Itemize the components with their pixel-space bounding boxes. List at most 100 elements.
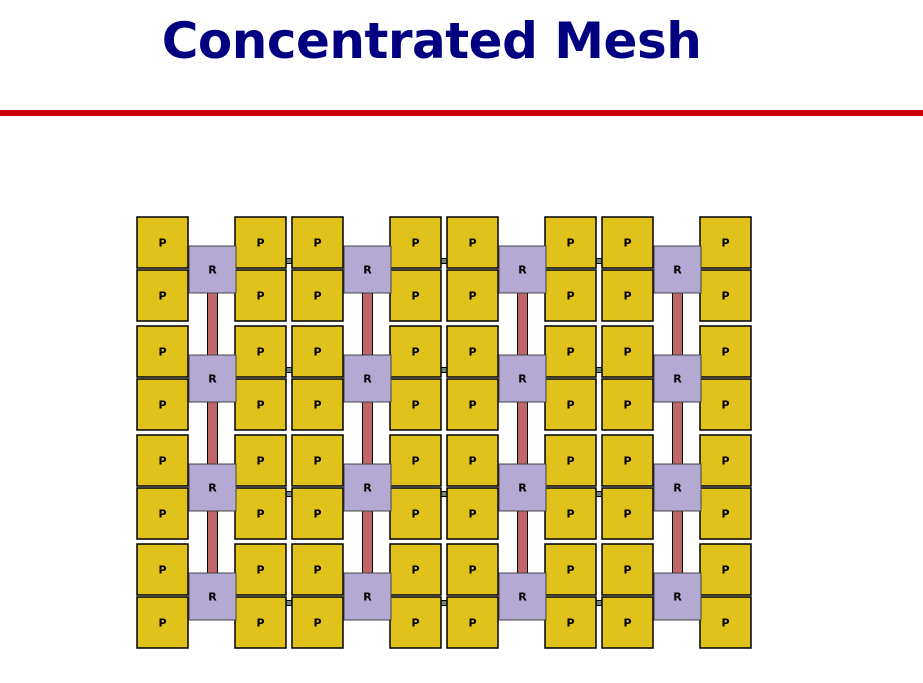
processor-tile: P (389, 543, 442, 596)
processor-label: P (313, 290, 321, 303)
router-label: R (673, 264, 682, 277)
processor-tile: P (446, 596, 499, 649)
processor-label: P (623, 455, 631, 468)
processor-tile: P (446, 325, 499, 378)
processor-box (601, 434, 654, 487)
processor-box (699, 596, 752, 649)
processor-box (136, 216, 189, 269)
processor-label: P (468, 346, 476, 359)
processor-label: P (313, 455, 321, 468)
vertical-link (362, 401, 373, 465)
processor-box (291, 325, 344, 378)
processor-box (291, 543, 344, 596)
processor-tile: P (291, 325, 344, 378)
processor-tile: P (234, 216, 287, 269)
processor-box (136, 378, 189, 431)
processor-tile: P (544, 434, 597, 487)
processor-box (446, 434, 499, 487)
processor-label: P (313, 346, 321, 359)
processor-tile: P (699, 434, 752, 487)
processor-box (446, 325, 499, 378)
processor-label: P (158, 346, 166, 359)
router-label: R (673, 373, 682, 386)
processor-tile: P (136, 378, 189, 431)
processor-box (291, 216, 344, 269)
processor-label: P (313, 617, 321, 630)
processor-box (544, 487, 597, 540)
processor-box (389, 596, 442, 649)
router-node: R (653, 572, 702, 621)
processor-box (234, 378, 287, 431)
processor-label: P (468, 455, 476, 468)
processor-box (291, 269, 344, 322)
processor-label: P (411, 455, 419, 468)
processor-label: P (313, 237, 321, 250)
processor-label: P (623, 237, 631, 250)
processor-box (544, 216, 597, 269)
processor-tile: P (234, 378, 287, 431)
vertical-link (672, 510, 683, 574)
processor-box (699, 378, 752, 431)
processor-label: P (468, 564, 476, 577)
processor-tile: P (291, 434, 344, 487)
processor-label: P (313, 564, 321, 577)
processor-box (544, 378, 597, 431)
router-label: R (518, 373, 527, 386)
processor-box (389, 434, 442, 487)
router-label: R (363, 591, 372, 604)
processor-box (389, 325, 442, 378)
router-label: R (673, 591, 682, 604)
processor-tile: P (291, 543, 344, 596)
processor-tile: P (234, 596, 287, 649)
processor-tile: P (544, 378, 597, 431)
processor-box (291, 434, 344, 487)
processor-tile: P (136, 596, 189, 649)
processor-label: P (411, 399, 419, 412)
processor-label: P (468, 237, 476, 250)
processor-label: P (313, 399, 321, 412)
vertical-link (517, 292, 528, 356)
processor-box (446, 269, 499, 322)
router-box (498, 245, 547, 294)
router-box (653, 354, 702, 403)
router-label: R (518, 482, 527, 495)
processor-label: P (623, 290, 631, 303)
processor-tile: P (446, 487, 499, 540)
router-box (653, 245, 702, 294)
processor-label: P (313, 508, 321, 521)
processor-label: P (566, 508, 574, 521)
processor-tile: P (136, 269, 189, 322)
processor-label: P (566, 399, 574, 412)
router-box (343, 245, 392, 294)
processor-label: P (623, 346, 631, 359)
router-node: R (653, 245, 702, 294)
processor-box (699, 543, 752, 596)
processor-tile: P (699, 325, 752, 378)
processor-tile: P (136, 434, 189, 487)
processor-tile: P (389, 325, 442, 378)
processor-tile: P (234, 269, 287, 322)
processor-box (446, 487, 499, 540)
processor-tile: P (136, 325, 189, 378)
processor-tile: P (291, 269, 344, 322)
processor-tile: P (544, 543, 597, 596)
processor-box (544, 269, 597, 322)
vertical-link (207, 292, 218, 356)
vertical-link (207, 401, 218, 465)
processor-tile: P (234, 434, 287, 487)
router-label: R (208, 482, 217, 495)
router-node: R (188, 572, 237, 621)
processor-label: P (256, 617, 264, 630)
processor-label: P (158, 617, 166, 630)
vertical-link (672, 292, 683, 356)
router-box (188, 572, 237, 621)
processor-label: P (721, 617, 729, 630)
processor-tile: P (699, 378, 752, 431)
processor-label: P (411, 237, 419, 250)
processor-tile: P (601, 269, 654, 322)
router-node: R (343, 463, 392, 512)
router-node: R (498, 572, 547, 621)
processor-label: P (721, 346, 729, 359)
router-box (653, 463, 702, 512)
router-label: R (363, 373, 372, 386)
